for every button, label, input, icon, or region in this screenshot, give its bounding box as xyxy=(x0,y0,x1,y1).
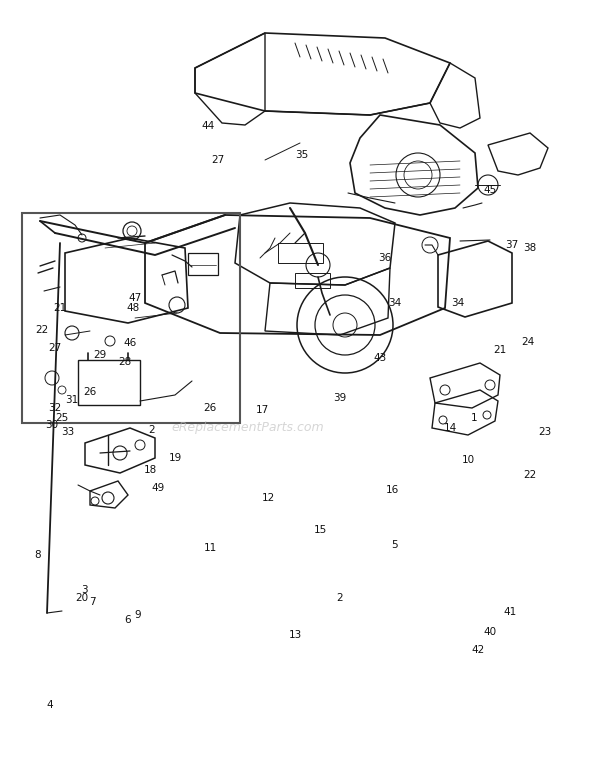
Text: 40: 40 xyxy=(483,627,497,637)
Text: eReplacementParts.com: eReplacementParts.com xyxy=(172,420,324,434)
Text: 26: 26 xyxy=(83,387,97,397)
Text: 49: 49 xyxy=(152,483,165,493)
Text: 20: 20 xyxy=(76,593,88,603)
Text: 23: 23 xyxy=(538,427,552,437)
Text: 37: 37 xyxy=(506,240,519,250)
Text: 17: 17 xyxy=(255,405,268,415)
Text: 1: 1 xyxy=(471,413,477,423)
Text: 5: 5 xyxy=(392,540,398,550)
Text: 48: 48 xyxy=(126,303,140,313)
Text: 27: 27 xyxy=(48,343,61,353)
Bar xyxy=(278,243,323,263)
Text: 26: 26 xyxy=(204,403,217,413)
Text: 29: 29 xyxy=(93,350,107,360)
Text: 44: 44 xyxy=(201,121,215,131)
Text: 3: 3 xyxy=(81,585,87,595)
Text: 28: 28 xyxy=(119,357,132,367)
Text: 34: 34 xyxy=(451,298,465,308)
Text: 21: 21 xyxy=(53,303,67,313)
Text: 47: 47 xyxy=(129,293,142,303)
Text: 19: 19 xyxy=(168,453,182,463)
Text: 22: 22 xyxy=(35,325,48,335)
Text: 9: 9 xyxy=(135,610,142,620)
Bar xyxy=(295,273,330,288)
Text: 35: 35 xyxy=(296,150,309,160)
Text: 43: 43 xyxy=(373,353,386,363)
Text: 27: 27 xyxy=(211,155,225,165)
Text: 33: 33 xyxy=(61,427,74,437)
Text: 8: 8 xyxy=(35,550,41,560)
Text: 31: 31 xyxy=(65,395,78,405)
Text: 18: 18 xyxy=(143,465,156,475)
Text: 12: 12 xyxy=(261,493,274,503)
Text: 2: 2 xyxy=(149,425,155,435)
Text: 10: 10 xyxy=(461,455,474,465)
Text: 6: 6 xyxy=(124,615,132,625)
Bar xyxy=(188,253,218,275)
Text: 30: 30 xyxy=(45,420,58,430)
Text: 34: 34 xyxy=(388,298,402,308)
Text: 15: 15 xyxy=(313,525,327,535)
Text: 38: 38 xyxy=(523,243,537,253)
Text: 4: 4 xyxy=(47,700,53,710)
Text: 11: 11 xyxy=(204,543,217,553)
Text: 41: 41 xyxy=(503,607,517,617)
Text: 32: 32 xyxy=(48,403,61,413)
Text: 39: 39 xyxy=(333,393,347,403)
Text: 16: 16 xyxy=(385,485,399,495)
Text: 13: 13 xyxy=(289,630,301,640)
Text: 21: 21 xyxy=(493,345,507,355)
Text: 25: 25 xyxy=(55,413,68,423)
Text: 24: 24 xyxy=(522,337,535,347)
Text: 22: 22 xyxy=(523,470,537,480)
Text: 46: 46 xyxy=(123,338,137,348)
Bar xyxy=(78,360,140,405)
Text: 36: 36 xyxy=(378,253,392,263)
Text: 7: 7 xyxy=(88,597,96,607)
Text: 42: 42 xyxy=(471,645,484,655)
Text: 14: 14 xyxy=(443,423,457,433)
Text: 2: 2 xyxy=(337,593,343,603)
Bar xyxy=(22,213,240,423)
Text: 45: 45 xyxy=(483,185,497,195)
